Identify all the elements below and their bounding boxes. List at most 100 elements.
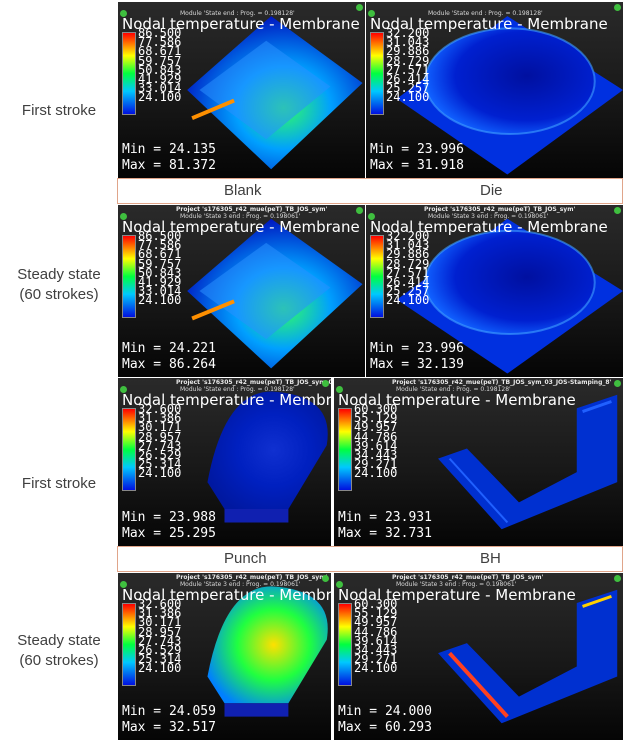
status-dot-icon (614, 207, 621, 214)
legend-tick: 27.571 (386, 62, 430, 77)
legend-ticks: 32.600 31.386 30.171 28.957 27.743 26.529 25.3… (138, 403, 198, 480)
fem-model-render (187, 218, 363, 369)
legend-tick: 68.671 (138, 247, 182, 262)
separator-blank-die: Blank Die (117, 178, 623, 204)
legend-tick: 24.100 (354, 661, 398, 676)
legend-tick: 28.957 (138, 429, 182, 444)
status-dot-icon (356, 4, 363, 11)
legend-tick: 50.843 (138, 62, 182, 77)
legend-tick: 59.757 (138, 53, 182, 68)
color-legend-bar (338, 408, 352, 491)
label-die: Die (480, 182, 503, 199)
legend-tick: 27.743 (138, 633, 182, 648)
color-legend-bar (370, 235, 384, 318)
min-value: Min = 23.988 (122, 510, 216, 525)
legend-tick: 49.957 (354, 615, 398, 630)
panel-title: Nodal temperature - Membrane (370, 15, 608, 33)
legend-tick: 55.129 (354, 411, 398, 426)
legend-tick: 39.614 (354, 438, 398, 453)
status-dot-icon (368, 213, 375, 220)
status-dot-icon (120, 10, 127, 17)
legend-ticks: 60.300 55.129 49.957 44.786 39.614 34.443 29.2… (354, 598, 414, 676)
project-title: Project 's176305_r42_mue(peT)_TB_JOS_sym… (424, 206, 576, 213)
max-value: Max = 25.295 (122, 526, 216, 541)
fem-model-render (438, 394, 618, 530)
status-dot-icon (120, 213, 127, 220)
module-state: Module 'State 3 end : Prog. = 0.198061' (396, 581, 517, 588)
legend-tick: 31.386 (138, 606, 182, 621)
panel-title: Nodal temperature - Membrane (122, 218, 360, 236)
max-value: Max = 60.293 (338, 720, 432, 735)
panel-punch-steady: Project 's176305_r42_mue(peT)_TB_JOS_sym… (118, 573, 331, 740)
status-dot-icon (614, 575, 621, 582)
legend-tick: 44.786 (354, 624, 398, 639)
max-value: Max = 86.264 (122, 357, 216, 372)
legend-tick: 27.571 (386, 265, 430, 280)
panel-bh-first: Project 's176305_r42_mue(peT)_TB_JOS_sym… (334, 378, 623, 546)
color-legend-bar (122, 408, 136, 491)
panel-title: Nodal temperature - Membrane (122, 15, 360, 33)
status-dot-icon (368, 10, 375, 17)
legend-tick: 32.200 (386, 26, 430, 40)
legend-tick: 77.586 (138, 35, 182, 50)
panel-title: Nodal temperature - Membrane (122, 586, 331, 604)
project-title: Project 's176305_r42_mue(peT)_TB_JOS_sym… (392, 574, 544, 581)
legend-tick: 25.257 (386, 284, 430, 299)
legend-tick: 68.671 (138, 44, 182, 59)
legend-tick: 24.100 (386, 293, 430, 308)
color-legend-bar (122, 235, 136, 318)
max-value: Max = 81.372 (122, 158, 216, 173)
legend-tick: 26.414 (386, 71, 430, 86)
row-label-steady-state-1: Steady state (60 strokes) (17, 266, 101, 303)
legend-ticks: 32.200 31.043 29.886 28.729 27.571 26.414 25.2… (386, 230, 446, 308)
min-value: Min = 24.221 (122, 341, 216, 356)
legend-tick: 34.443 (354, 447, 398, 462)
legend-tick: 33.014 (138, 81, 182, 96)
panel-title: Nodal temperature - Membrane (370, 218, 608, 236)
fem-model-render (396, 16, 623, 175)
legend-tick: 41.929 (138, 274, 182, 289)
max-value: Max = 32.731 (338, 526, 432, 541)
legend-tick: 28.957 (138, 624, 182, 639)
legend-tick: 25.257 (386, 81, 430, 96)
panel-blank-first: Module 'State end : Prog. = 0.198128' No… (118, 2, 365, 178)
status-dot-icon (322, 380, 329, 387)
label-blank: Blank (224, 182, 262, 199)
legend-tick: 26.529 (138, 447, 182, 462)
max-value: Max = 31.918 (370, 158, 464, 173)
legend-tick: 49.957 (354, 420, 398, 435)
legend-ticks: 32.600 31.386 30.171 28.957 27.743 26.529 25.3… (138, 598, 198, 676)
legend-ticks: 86.500 77.586 68.671 59.757 50.843 41.929 33.0… (138, 230, 198, 308)
project-title: Project 's176305_r42_mue(peT)_TB_JOS_sym… (176, 574, 328, 581)
separator-punch-bh: Punch BH (117, 546, 623, 572)
min-value: Min = 24.059 (122, 704, 216, 719)
panel-title: Nodal temperature - Membrane (338, 391, 576, 409)
status-dot-icon (336, 386, 343, 393)
panel-die-steady: Project 's176305_r42_mue(peT)_TB_JOS_sym… (366, 205, 623, 377)
legend-ticks: 32.200 31.043 29.886 28.729 27.571 26.414 25.2… (386, 26, 446, 104)
min-value: Min = 24.000 (338, 704, 432, 719)
legend-tick: 34.443 (354, 642, 398, 657)
legend-tick: 31.043 (386, 35, 430, 50)
legend-tick: 24.100 (138, 661, 182, 676)
legend-tick: 25.314 (138, 652, 182, 667)
status-dot-icon (356, 207, 363, 214)
legend-tick: 29.271 (354, 652, 398, 667)
fem-model-render (438, 589, 618, 724)
color-legend-bar (122, 603, 136, 686)
min-value: Min = 23.931 (338, 510, 432, 525)
fem-model-render (207, 586, 328, 717)
min-value: Min = 24.135 (122, 142, 216, 157)
legend-tick: 28.729 (386, 53, 430, 68)
module-state: Module 'State end : Prog. = 0.198128' (180, 386, 295, 393)
legend-tick: 24.100 (354, 466, 398, 481)
panel-punch-first: Project 's176305_r42_mue(peT)_TB_JOS_sym… (118, 378, 331, 546)
legend-tick: 27.743 (138, 438, 182, 453)
module-state: Module 'State end : Prog. = 0.198128' (180, 10, 295, 17)
legend-tick: 30.171 (138, 615, 182, 630)
module-state: Module 'State 3 end : Prog. = 0.198061' (180, 213, 301, 220)
min-value: Min = 23.996 (370, 341, 464, 356)
legend-tick: 24.100 (138, 293, 182, 308)
legend-tick: 86.500 (138, 26, 182, 40)
module-state: Module 'State end : Prog. = 0.198128' (396, 386, 511, 393)
